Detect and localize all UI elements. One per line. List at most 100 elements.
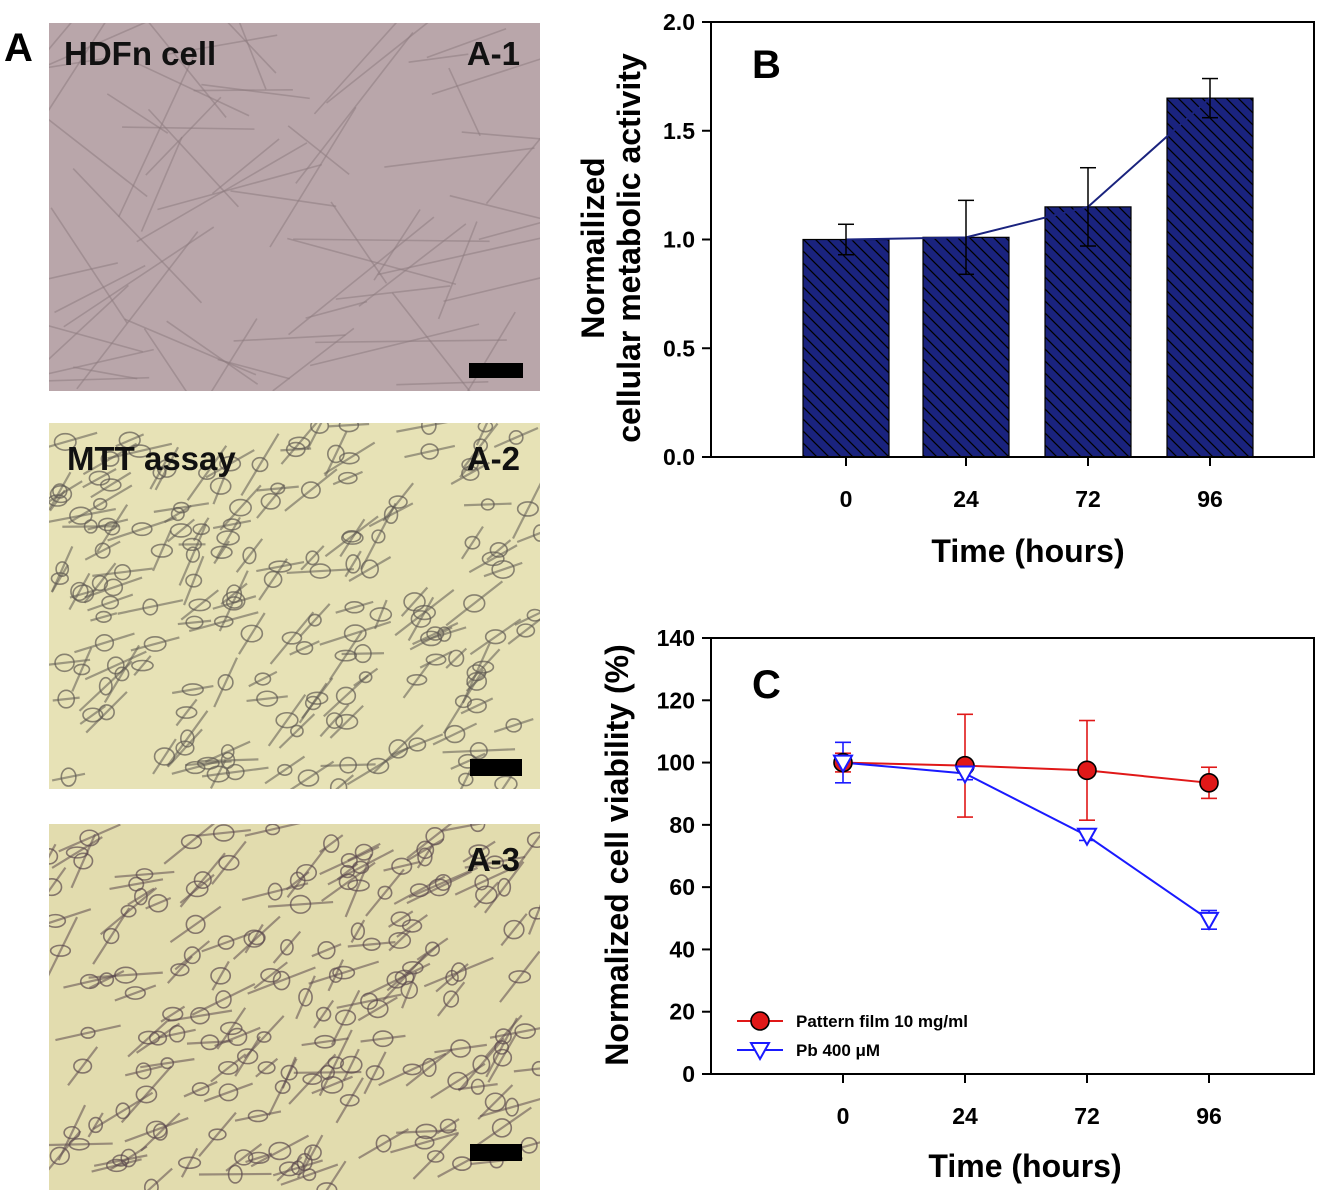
cell-body	[100, 451, 120, 467]
cell-process	[73, 366, 138, 380]
cell-body	[480, 498, 495, 511]
micrograph-a2-caption: MTT assay	[67, 440, 236, 477]
cell-process	[67, 1046, 99, 1086]
y-axis-label-line1: Normailized	[575, 157, 611, 338]
cell-body	[57, 689, 76, 709]
cell-process	[388, 910, 414, 928]
cell-body	[425, 653, 447, 666]
cell-process	[232, 915, 281, 960]
cell-process	[328, 630, 363, 681]
cell-process	[442, 748, 516, 754]
cell-body	[469, 742, 488, 760]
cell-process	[281, 1056, 297, 1089]
cell-body	[505, 718, 523, 733]
cell-process	[177, 619, 212, 626]
cell-process	[299, 603, 331, 638]
cell-process	[301, 1037, 349, 1047]
cell-process	[166, 955, 193, 984]
cell-body	[145, 1120, 168, 1139]
micrograph-a3-tag: A-3	[466, 841, 520, 878]
data-point	[833, 752, 853, 773]
series-line	[842, 761, 1210, 784]
cell-process	[203, 1082, 254, 1103]
cell-body	[274, 1080, 291, 1094]
cell-process	[256, 485, 299, 492]
cell-process	[489, 1027, 540, 1039]
cell-process	[49, 916, 79, 977]
cell-process	[419, 650, 453, 669]
x-axis-label: Time (hours)	[931, 533, 1124, 569]
cell-process	[346, 746, 410, 786]
cell-process	[383, 860, 421, 872]
cell-process	[49, 658, 91, 666]
cell-process	[513, 1067, 540, 1073]
cell-body	[335, 713, 359, 730]
cell-process	[396, 381, 489, 386]
cell-process	[152, 530, 172, 572]
cell-process	[293, 1070, 362, 1074]
cell-process	[362, 962, 431, 998]
cell-body	[143, 635, 167, 652]
cell-body	[309, 563, 332, 579]
cell-process	[157, 163, 323, 211]
cell-body	[338, 452, 360, 465]
cell-body	[263, 570, 283, 588]
cell-body	[296, 863, 318, 882]
cell-process	[328, 423, 370, 428]
cell-process	[360, 502, 397, 571]
cell-process	[396, 1129, 457, 1134]
cell-process	[347, 941, 396, 948]
cell-process	[441, 824, 485, 832]
cell-process	[201, 932, 251, 953]
cell-body	[386, 971, 407, 989]
cell-process	[464, 502, 512, 507]
cell-process	[167, 34, 278, 56]
cell-process	[238, 23, 267, 90]
y-axis-label: Normalized cell viability (%)	[599, 644, 635, 1065]
cell-body	[280, 939, 294, 956]
cell-body	[337, 471, 358, 485]
cell-process	[323, 441, 376, 475]
cell-body	[329, 778, 348, 789]
cell-body	[426, 1150, 445, 1163]
cell-body	[247, 1109, 269, 1123]
cell-body	[415, 1123, 438, 1140]
cell-process	[306, 423, 323, 450]
cell-process	[49, 908, 92, 925]
cell-body	[135, 1085, 158, 1104]
data-point	[832, 754, 854, 774]
cell-process	[49, 866, 67, 893]
cell-process	[445, 647, 468, 669]
cell-process	[114, 870, 175, 879]
cell-process	[457, 1083, 498, 1091]
cell-process	[136, 142, 308, 243]
cell-process	[499, 950, 540, 1003]
cell-body	[88, 1116, 104, 1134]
cell-process	[330, 201, 388, 284]
cell-process	[336, 993, 402, 1009]
cell-process	[186, 1040, 233, 1045]
y-tick-label: 140	[657, 625, 695, 651]
cell-process	[449, 194, 540, 220]
cell-process	[74, 632, 135, 654]
cell-body	[332, 965, 356, 980]
cell-process	[332, 470, 363, 486]
data-point	[1199, 773, 1219, 793]
cell-process	[171, 760, 219, 775]
cell-process	[365, 868, 405, 917]
cell-process	[138, 63, 250, 117]
legend-label: Pb 400 μM	[796, 1041, 880, 1060]
cell-body	[160, 1057, 175, 1070]
cell-body	[95, 610, 112, 623]
cell-process	[288, 216, 435, 336]
cell-process	[302, 1134, 324, 1171]
cell-body	[222, 591, 246, 611]
cell-body	[341, 530, 364, 545]
y-tick-label: 120	[657, 687, 695, 713]
cell-body	[344, 600, 365, 614]
cell-process	[235, 538, 264, 573]
cell-process	[154, 446, 180, 491]
cell-process	[166, 518, 195, 543]
legend-label: Pattern film 10 mg/ml	[796, 1012, 968, 1031]
cell-body	[320, 1064, 335, 1080]
